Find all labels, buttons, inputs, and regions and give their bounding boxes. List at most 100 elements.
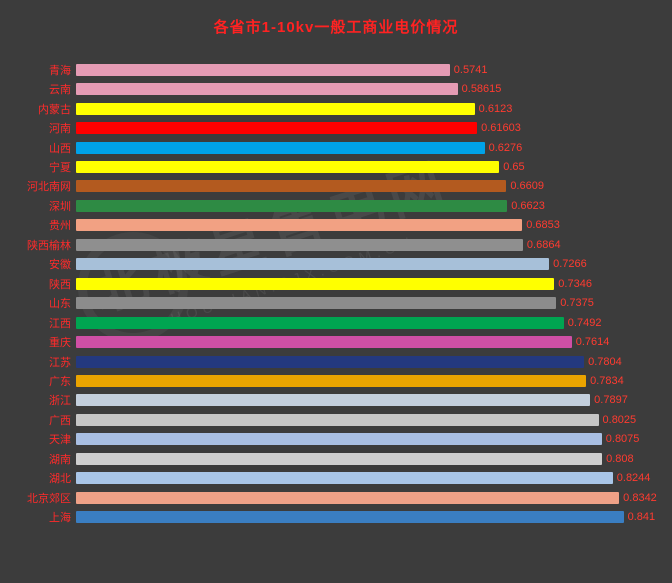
bar — [76, 433, 602, 446]
bar-track: 0.6609 — [76, 177, 662, 196]
bar — [76, 511, 624, 524]
value-label: 0.808 — [606, 452, 634, 465]
value-label: 0.7266 — [553, 258, 587, 271]
bar — [76, 394, 591, 407]
category-label: 云南 — [49, 84, 71, 97]
chart-row: 山东 0.7375 — [6, 293, 662, 312]
value-label: 0.7614 — [575, 336, 610, 349]
category-label: 湖北 — [49, 473, 71, 486]
bar-track: 0.6853 — [76, 216, 662, 235]
value-label: 0.61603 — [481, 122, 521, 135]
chart-row: 深圳 0.6623 — [6, 196, 662, 215]
bar-track: 0.8025 — [76, 410, 662, 429]
value-label: 0.58615 — [461, 83, 502, 96]
bar-track: 0.7346 — [76, 274, 662, 293]
category-label: 广西 — [49, 414, 71, 427]
chart-row: 陕西榆林 0.6864 — [6, 235, 662, 254]
chart-row: 贵州 0.6853 — [6, 216, 662, 235]
value-label: 0.7834 — [590, 374, 624, 387]
value-label: 0.8342 — [623, 491, 657, 504]
bar — [76, 83, 458, 96]
bar — [76, 238, 523, 251]
bar — [76, 374, 587, 387]
value-label: 0.841 — [627, 511, 656, 524]
chart-row: 安徽 0.7266 — [6, 255, 662, 274]
chart-title: 各省市1-10kv一般工商业电价情况 — [213, 19, 459, 36]
chart-row: 河北南网 0.6609 — [6, 177, 662, 196]
bar-track: 0.7492 — [76, 313, 662, 332]
chart-row: 湖南 0.808 — [6, 449, 662, 468]
category-label: 广东 — [49, 375, 71, 388]
category-label: 安徽 — [49, 259, 71, 272]
category-label: 浙江 — [49, 395, 71, 408]
bar-track: 0.8342 — [76, 488, 662, 507]
bar — [76, 452, 603, 465]
bar-chart: 青海 0.5741 云南 0.58615 内蒙古 0.6123 河南 0.61603 山西 0.6… — [6, 60, 662, 527]
bar — [76, 141, 485, 154]
category-label: 内蒙古 — [38, 103, 71, 116]
chart-row: 北京郊区 0.8342 — [6, 488, 662, 507]
value-label: 0.7375 — [560, 297, 594, 310]
value-label: 0.5741 — [453, 63, 488, 76]
chart-row: 天津 0.8075 — [6, 430, 662, 449]
category-label: 河北南网 — [27, 181, 71, 194]
bar-track: 0.8244 — [76, 469, 662, 488]
bar — [76, 199, 508, 212]
category-label: 北京郊区 — [27, 492, 71, 505]
value-label: 0.6276 — [488, 141, 523, 154]
value-label: 0.6623 — [511, 199, 545, 212]
bar-track: 0.7614 — [76, 332, 662, 351]
bar — [76, 219, 523, 232]
bar — [76, 413, 599, 426]
category-label: 陕西榆林 — [27, 239, 71, 252]
bar-track: 0.6623 — [76, 196, 662, 215]
chart-row: 浙江 0.7897 — [6, 391, 662, 410]
bar — [76, 63, 450, 76]
chart-row: 河南 0.61603 — [6, 118, 662, 137]
chart-row: 江苏 0.7804 — [6, 352, 662, 371]
value-label: 0.6123 — [478, 102, 513, 115]
bar-track: 0.7897 — [76, 391, 662, 410]
bar — [76, 277, 555, 290]
value-label: 0.7897 — [594, 394, 628, 407]
category-label: 深圳 — [49, 200, 71, 213]
category-label: 河南 — [49, 123, 71, 136]
bar-track: 0.6123 — [76, 99, 662, 118]
chart-row: 山西 0.6276 — [6, 138, 662, 157]
chart-row: 广东 0.7834 — [6, 371, 662, 390]
bar-track: 0.58615 — [76, 79, 662, 98]
bar-track: 0.7266 — [76, 255, 662, 274]
chart-row: 上海 0.841 — [6, 507, 662, 526]
bar-track: 0.8075 — [76, 430, 662, 449]
bar — [76, 355, 585, 368]
category-label: 山西 — [49, 142, 71, 155]
chart-row: 内蒙古 0.6123 — [6, 99, 662, 118]
bar-track: 0.65 — [76, 157, 662, 176]
value-label: 0.6853 — [526, 219, 560, 232]
bar — [76, 180, 507, 193]
value-label: 0.6864 — [526, 238, 561, 251]
chart-row: 重庆 0.7614 — [6, 332, 662, 351]
chart-row: 陕西 0.7346 — [6, 274, 662, 293]
chart-row: 青海 0.5741 — [6, 60, 662, 79]
bar-track: 0.5741 — [76, 60, 662, 79]
value-label: 0.7346 — [558, 277, 592, 290]
bar — [76, 491, 620, 504]
value-label: 0.8025 — [602, 413, 637, 426]
value-label: 0.65 — [503, 160, 525, 173]
bar-track: 0.7375 — [76, 293, 662, 312]
bar — [76, 316, 564, 329]
bar-track: 0.61603 — [76, 118, 662, 137]
category-label: 江苏 — [49, 356, 71, 369]
bar — [76, 258, 550, 271]
category-label: 江西 — [49, 317, 71, 330]
value-label: 0.7804 — [588, 355, 622, 368]
bar — [76, 102, 475, 115]
bar — [76, 472, 613, 485]
chart-row: 云南 0.58615 — [6, 79, 662, 98]
category-label: 重庆 — [49, 337, 71, 350]
bar-track: 0.6864 — [76, 235, 662, 254]
value-label: 0.8244 — [616, 472, 651, 485]
category-label: 宁夏 — [49, 161, 71, 174]
category-label: 青海 — [49, 64, 71, 77]
